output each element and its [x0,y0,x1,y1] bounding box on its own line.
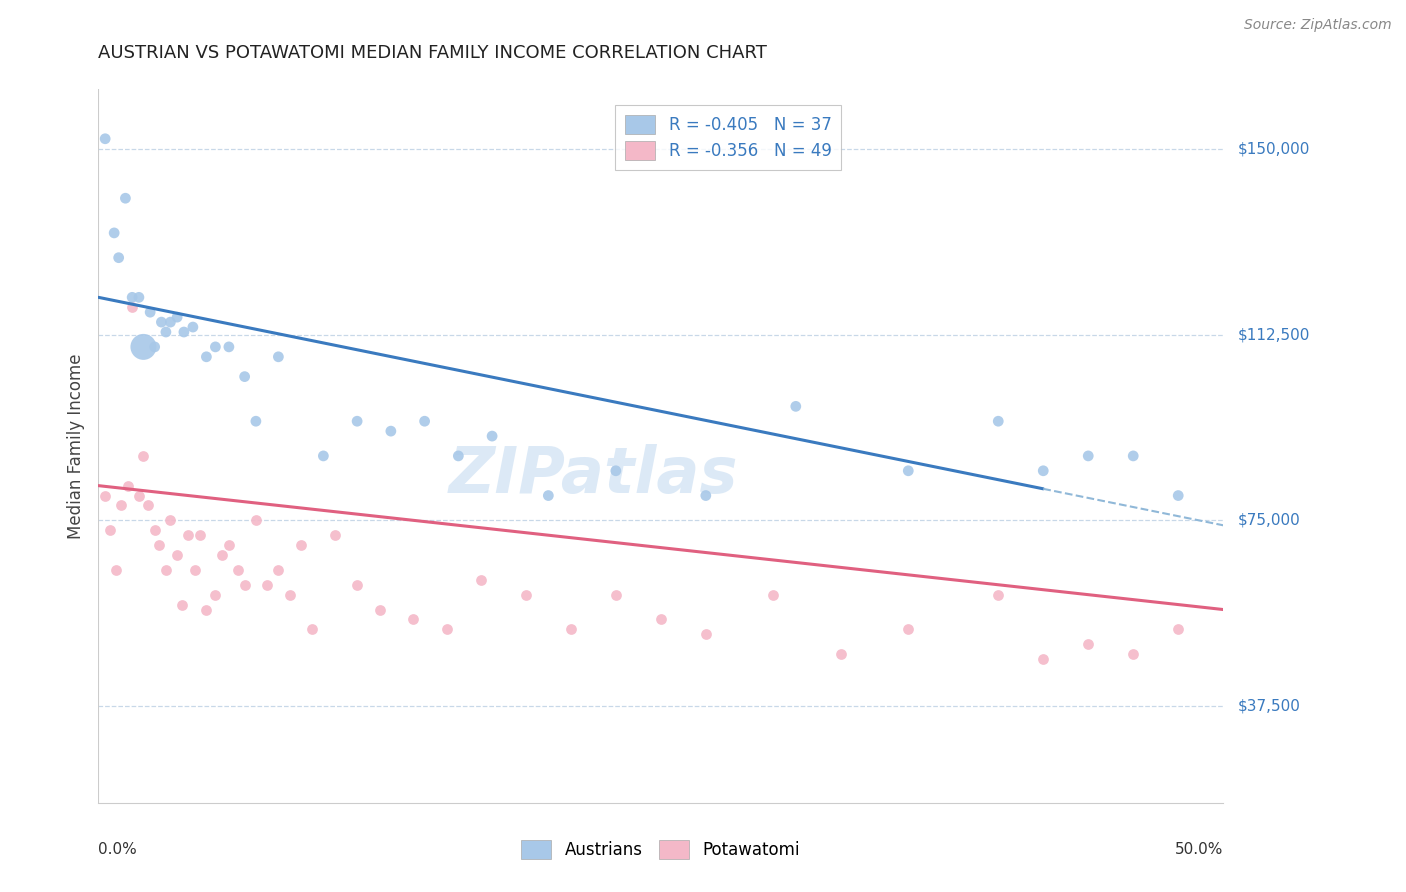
Point [181,320,204,334]
Point [177,528,200,542]
Point [114,191,136,205]
Point [987,588,1010,602]
Point [987,414,1010,428]
Point [159,513,181,527]
Point [110,499,132,513]
Point [605,464,627,478]
Point [436,623,458,637]
Point [1122,647,1144,661]
Point [830,647,852,661]
Point [132,449,155,463]
Point [346,578,368,592]
Point [94,132,117,146]
Point [211,548,233,562]
Point [762,588,785,602]
Point [1122,449,1144,463]
Point [155,325,177,339]
Point [218,340,240,354]
Point [143,523,166,537]
Text: $37,500: $37,500 [1237,698,1301,714]
Point [226,563,249,577]
Point [121,290,143,304]
Point [188,528,211,542]
Point [346,414,368,428]
Text: ZIPatlas: ZIPatlas [449,443,738,506]
Point [94,489,117,503]
Point [470,573,492,587]
Point [148,538,170,552]
Point [785,400,807,414]
Point [107,251,129,265]
Point [195,350,218,364]
Point [184,563,207,577]
Text: Source: ZipAtlas.com: Source: ZipAtlas.com [1244,18,1392,32]
Legend: Austrians, Potawatomi: Austrians, Potawatomi [515,833,807,866]
Point [155,563,177,577]
Text: $75,000: $75,000 [1237,513,1301,528]
Point [128,489,150,503]
Point [150,315,173,329]
Point [402,612,425,626]
Point [166,310,188,325]
Point [136,499,159,513]
Point [1032,652,1054,666]
Point [695,489,717,503]
Point [695,627,717,641]
Point [380,424,402,438]
Point [139,305,162,319]
Text: $150,000: $150,000 [1237,141,1309,156]
Point [195,602,218,616]
Point [897,623,920,637]
Text: $112,500: $112,500 [1237,327,1309,342]
Text: 50.0%: 50.0% [1175,842,1223,857]
Point [267,350,290,364]
Point [233,578,256,592]
Point [312,449,335,463]
Point [204,340,226,354]
Point [245,513,267,527]
Point [301,623,323,637]
Point [218,538,240,552]
Point [121,300,143,314]
Point [204,588,226,602]
Point [103,226,125,240]
Point [650,612,672,626]
Point [278,588,301,602]
Point [117,478,139,492]
Point [1077,449,1099,463]
Point [170,598,193,612]
Point [1032,464,1054,478]
Point [413,414,436,428]
Point [173,325,195,339]
Point [256,578,278,592]
Text: 0.0%: 0.0% [98,842,138,857]
Point [605,588,627,602]
Point [1167,489,1189,503]
Point [1077,637,1099,651]
Point [143,340,166,354]
Point [98,523,121,537]
Point [290,538,312,552]
Point [166,548,188,562]
Point [128,290,150,304]
Point [560,623,582,637]
Point [132,340,155,354]
Text: AUSTRIAN VS POTAWATOMI MEDIAN FAMILY INCOME CORRELATION CHART: AUSTRIAN VS POTAWATOMI MEDIAN FAMILY INC… [98,45,768,62]
Y-axis label: Median Family Income: Median Family Income [66,353,84,539]
Point [447,449,470,463]
Point [245,414,267,428]
Point [105,563,128,577]
Point [481,429,503,443]
Point [368,602,391,616]
Point [1167,623,1189,637]
Point [897,464,920,478]
Point [515,588,537,602]
Point [323,528,346,542]
Point [537,489,560,503]
Point [159,315,181,329]
Point [233,369,256,384]
Point [267,563,290,577]
Legend: R = -0.405   N = 37, R = -0.356   N = 49: R = -0.405 N = 37, R = -0.356 N = 49 [616,104,841,169]
